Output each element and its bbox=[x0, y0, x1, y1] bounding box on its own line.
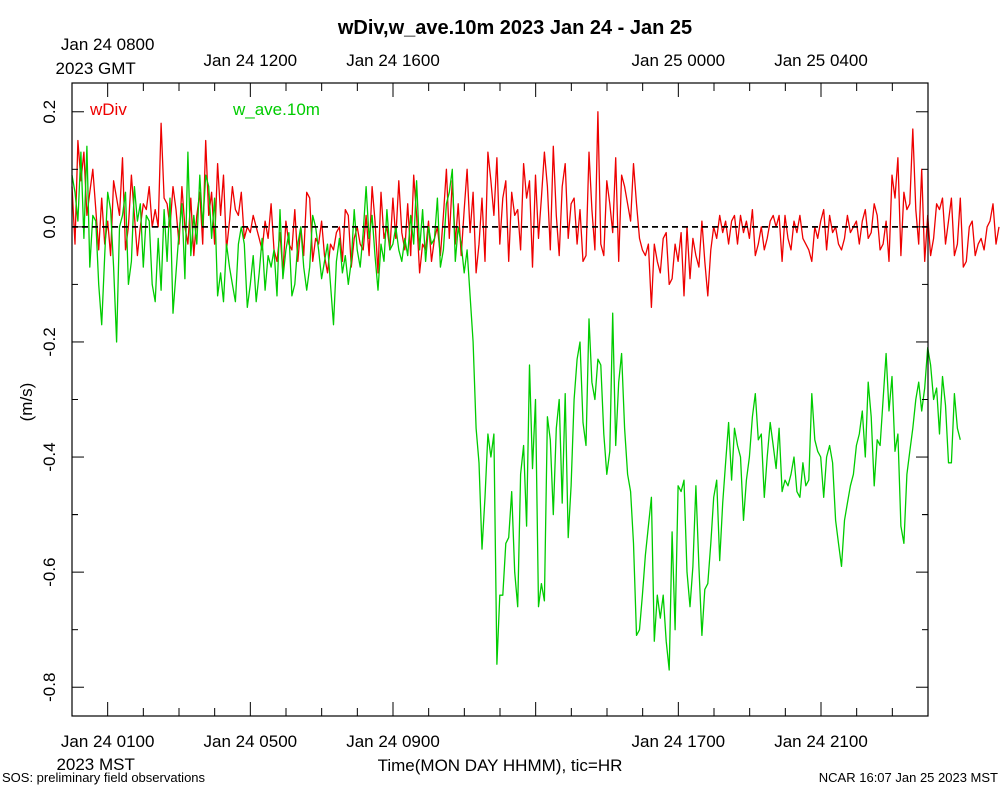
plot-frame bbox=[71, 82, 929, 717]
top-tick-labels: Jan 24 0800 Jan 24 1200 Jan 24 1600 Jan 25 … bbox=[56, 35, 868, 78]
series-line-0 bbox=[71, 111, 1000, 309]
y-tick-label: -0.4 bbox=[40, 442, 59, 471]
x-axis-timezone-top: 2023 GMT bbox=[56, 59, 136, 78]
footer-left: SOS: preliminary field observations bbox=[2, 770, 206, 785]
y-tick-label: -0.8 bbox=[40, 673, 59, 702]
x-tick-label-bottom: Jan 24 0500 bbox=[204, 732, 298, 751]
x-tick-label-bottom: Jan 24 0900 bbox=[346, 732, 440, 751]
x-tick-label-top: Jan 24 0800 bbox=[61, 35, 155, 54]
y-tick-label: 0.0 bbox=[40, 215, 59, 239]
x-tick-label-top: Jan 24 1200 bbox=[204, 51, 298, 70]
x-tick-label-bottom: Jan 24 1700 bbox=[632, 732, 726, 751]
legend-item: wDiv bbox=[89, 100, 127, 119]
x-tick-label-top: Jan 25 0000 bbox=[632, 51, 726, 70]
x-tick-label-top: Jan 24 1600 bbox=[346, 51, 440, 70]
x-tick-label-bottom: Jan 24 0100 bbox=[61, 732, 155, 751]
y-tick-label: -0.2 bbox=[40, 327, 59, 356]
x-axis-label: Time(MON DAY HHMM), tic=HR bbox=[378, 756, 623, 775]
y-tick-label: -0.6 bbox=[40, 557, 59, 586]
legend-item: w_ave.10m bbox=[232, 100, 320, 119]
x-tick-label-bottom: Jan 24 2100 bbox=[774, 732, 868, 751]
y-tick-label: 0.2 bbox=[40, 100, 59, 124]
x-axis-timezone-bottom: 2023 MST bbox=[56, 755, 134, 774]
bottom-tick-labels: Jan 24 0100 Jan 24 0500 Jan 24 0900 Jan 24 … bbox=[56, 732, 867, 774]
chart-title: wDiv,w_ave.10m 2023 Jan 24 - Jan 25 bbox=[337, 17, 692, 39]
y-axis-label: (m/s) bbox=[17, 383, 36, 422]
series-line-1 bbox=[71, 145, 961, 671]
legend: wDiv w_ave.10m bbox=[89, 100, 320, 119]
footer-right: NCAR 16:07 Jan 25 2023 MST bbox=[819, 770, 998, 785]
series-layer bbox=[71, 111, 1000, 671]
y-tick-labels: 0.2 0.0 -0.2 -0.4 -0.6 -0.8 bbox=[40, 100, 59, 702]
x-tick-label-top: Jan 25 0400 bbox=[774, 51, 868, 70]
